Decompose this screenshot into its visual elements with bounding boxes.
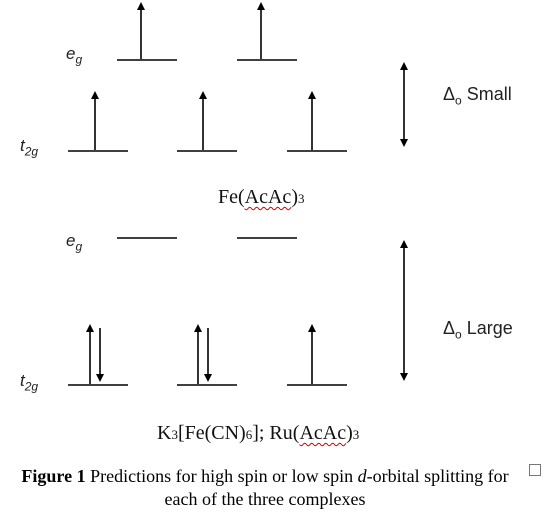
top-delta-label: Δo Small: [443, 84, 512, 108]
bottom-compound-label: K3[Fe(CN)6]; Ru(AcAc)3: [157, 422, 360, 444]
top-eg-label: eg: [66, 44, 83, 67]
bottom-t2g-label: t2g: [20, 371, 39, 394]
bottom-eg-label: eg: [66, 231, 83, 254]
top-t2g-label: t2g: [20, 136, 39, 159]
checkbox-icon[interactable]: [529, 464, 541, 476]
figure-caption: Figure 1 Predictions for high spin or lo…: [21, 466, 509, 509]
bottom-delta-label: Δo Large: [443, 318, 513, 342]
electron-arrows: [86, 2, 316, 384]
top-compound-label: Fe(AcAc)3: [218, 186, 305, 208]
